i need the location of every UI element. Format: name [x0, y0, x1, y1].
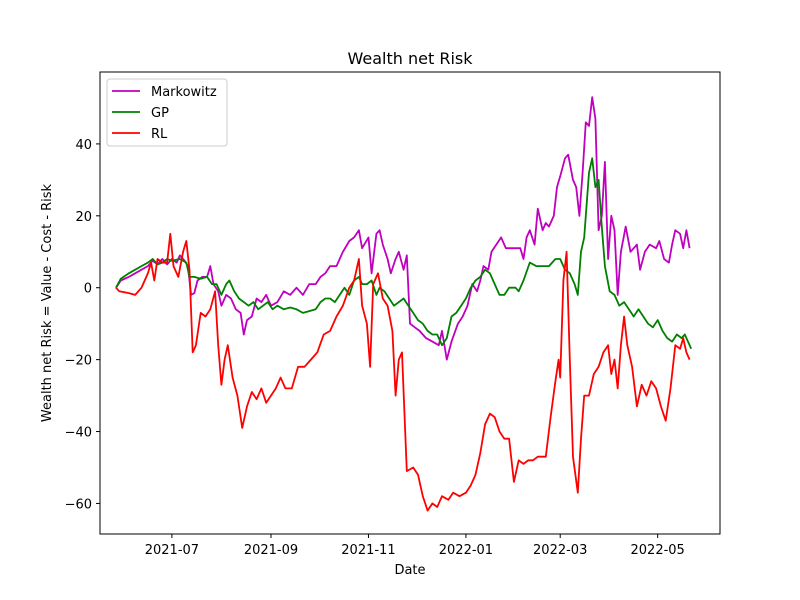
y-axis: −60 −40 −20 0 20 40 — [65, 138, 100, 512]
series-layer — [115, 96, 693, 512]
y-tick-label: −40 — [65, 426, 92, 441]
x-axis-label: Date — [394, 563, 425, 578]
legend-label-gp: GP — [151, 106, 169, 121]
legend-label-rl: RL — [151, 127, 168, 142]
x-tick-label: 2021-11 — [341, 543, 395, 558]
legend-box — [106, 78, 228, 147]
x-tick-label: 2022-03 — [533, 543, 587, 558]
y-tick-label: 40 — [75, 138, 92, 153]
y-tick-label: −60 — [65, 497, 92, 512]
series-line-markowitz — [115, 96, 691, 361]
legend-label-markowitz: Markowitz — [151, 85, 217, 100]
chart-title: Wealth net Risk — [348, 49, 474, 68]
series-line-gp — [115, 157, 693, 350]
y-tick-label: −20 — [65, 354, 92, 369]
series-line-rl — [115, 232, 691, 512]
x-tick-label: 2022-05 — [631, 543, 685, 558]
y-tick-label: 0 — [84, 282, 92, 297]
x-tick-label: 2022-01 — [439, 543, 493, 558]
x-tick-label: 2021-07 — [145, 543, 199, 558]
x-tick-label: 2021-09 — [244, 543, 298, 558]
plot-area-frame — [99, 71, 721, 535]
y-tick-label: 20 — [75, 210, 92, 225]
x-axis: 2021-07 2021-09 2021-11 2022-01 2022-03 2022-… — [145, 534, 685, 558]
legend: Markowitz GP RL — [106, 78, 228, 147]
y-axis-label: Wealth net Risk = Value - Cost - Risk — [40, 183, 55, 422]
